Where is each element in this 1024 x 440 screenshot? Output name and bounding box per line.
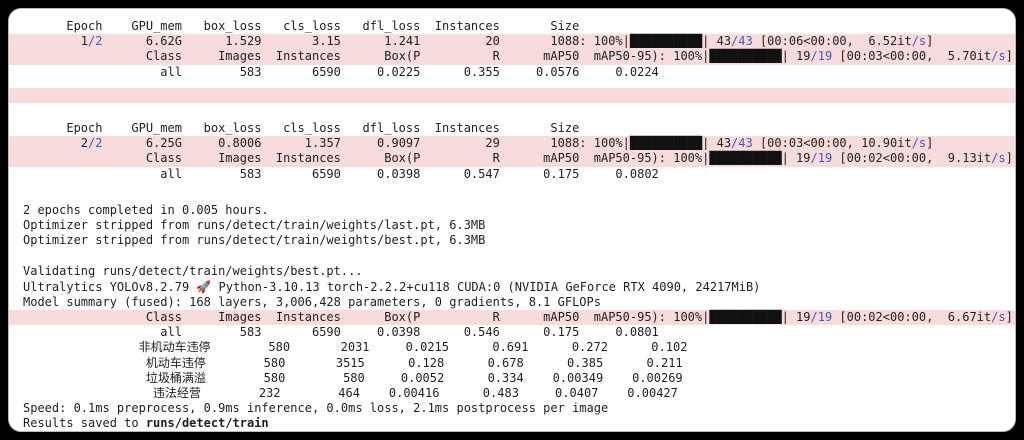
epochs-completed-line: 2 epochs completed in 0.005 hours. <box>9 203 1015 218</box>
console-text: /s <box>911 34 927 49</box>
console-text: Optimizer stripped from runs/detect/trai… <box>23 233 486 248</box>
console-text: 2 epochs completed in 0.005 hours. <box>23 202 269 217</box>
final-val-class-row: 机动车违停 580 3515 0.128 0.678 0.385 0.211 <box>9 356 1015 371</box>
console-text: Model summary (fused): 168 layers, 3,006… <box>23 294 601 309</box>
console-text: 垃圾桶满溢 580 580 0.0052 0.334 0.00349 0.002… <box>23 370 683 385</box>
console-text: all 583 6590 0.0398 0.546 0.175 0.0801 <box>23 325 659 340</box>
console-text: /s <box>911 136 927 151</box>
optimizer-stripped-last-line: Optimizer stripped from runs/detect/trai… <box>9 218 1015 233</box>
terminal-window: Epoch GPU_mem box_loss cls_loss dfl_loss… <box>8 8 1016 432</box>
metrics-header-epoch2: Epoch GPU_mem box_loss cls_loss dfl_loss… <box>9 121 1015 136</box>
console-text: Epoch GPU_mem box_loss cls_loss dfl_loss… <box>23 121 580 136</box>
results-saved-line: Results saved to runs/detect/train <box>9 416 1015 431</box>
speed-line: Speed: 0.1ms preprocess, 0.9ms inference… <box>9 401 1015 416</box>
console-text: Class Images Instances Box(P R mAP50 mAP… <box>23 310 710 325</box>
final-val-class-row: 垃圾桶满溢 580 580 0.0052 0.334 0.00349 0.002… <box>9 371 1015 386</box>
epoch1-all-metrics-row: all 583 6590 0.0225 0.355 0.0576 0.0224 <box>9 65 1015 80</box>
console-text: Results saved to <box>23 416 146 431</box>
console-text: 非机动车违停 580 2031 0.0215 0.691 0.272 0.102 <box>23 340 688 355</box>
console-text: 2 <box>23 136 89 151</box>
progress-bar: ██████████ <box>629 34 703 49</box>
progress-bar: ██████████ <box>709 49 782 64</box>
console-text: all 583 6590 0.0225 0.355 0.0576 0.0224 <box>23 64 659 79</box>
console-text: Epoch GPU_mem box_loss cls_loss dfl_loss… <box>23 19 580 33</box>
epoch1-val-progress-row: Class Images Instances Box(P R mAP50 mAP… <box>9 49 1015 65</box>
console-text: [00:03<00:00, 10.90it <box>752 136 912 151</box>
console-text: Speed: 0.1ms preprocess, 0.9ms inference… <box>23 401 609 416</box>
console-text: 1 <box>23 34 89 49</box>
model-summary-line: Model summary (fused): 168 layers, 3,006… <box>9 295 1015 310</box>
console-text: | 43 <box>702 34 732 49</box>
stderr-blank-row <box>9 87 1015 104</box>
console-text: /19 <box>810 49 833 64</box>
console-text: [00:02<00:00, 6.67it <box>832 310 992 325</box>
console-text: Ultralytics YOLOv8.2.79 🚀 Python-3.10.13… <box>23 279 761 294</box>
final-val-progress-row: Class Images Instances Box(P R mAP50 mAP… <box>9 310 1015 326</box>
console-text: [00:06<00:00, 6.52it <box>752 34 912 49</box>
console-text: ] <box>1005 49 1013 64</box>
console-text: /2 <box>88 34 103 49</box>
console-text: | 19 <box>781 151 811 166</box>
console-text: /s <box>991 310 1006 325</box>
progress-bar: ██████████ <box>629 136 703 151</box>
final-val-all-row: all 583 6590 0.0398 0.546 0.175 0.0801 <box>9 325 1015 340</box>
console-text: Class Images Instances Box(P R mAP50 mAP… <box>23 151 710 166</box>
console-text: ] <box>1005 310 1013 325</box>
console-text <box>23 88 30 102</box>
console-text: Class Images Instances Box(P R mAP50 mAP… <box>23 49 710 64</box>
console-text: /19 <box>810 151 833 166</box>
console-text: Validating runs/detect/train/weights/bes… <box>23 264 363 279</box>
metrics-header-epoch1: Epoch GPU_mem box_loss cls_loss dfl_loss… <box>9 19 1015 34</box>
console-text: 6.62G 1.529 3.15 1.241 20 1088: 100%| <box>102 34 630 49</box>
console-text: | 19 <box>781 49 811 64</box>
console-text: [00:03<00:00, 5.70it <box>832 49 992 64</box>
console-text: /43 <box>731 34 753 49</box>
console-text: all 583 6590 0.0398 0.547 0.175 0.0802 <box>23 166 659 181</box>
final-val-class-row: 非机动车违停 580 2031 0.0215 0.691 0.272 0.102 <box>9 340 1015 355</box>
final-val-class-row: 违法经营 232 464 0.00416 0.483 0.0407 0.0042… <box>9 386 1015 401</box>
console-text: /19 <box>810 310 833 325</box>
console-text: ] <box>1005 151 1013 166</box>
progress-bar: ██████████ <box>709 151 782 166</box>
console-text: [00:02<00:00, 9.13it <box>832 151 992 166</box>
console-text: /2 <box>88 136 103 151</box>
console-text: 6.25G 0.8006 1.357 0.9097 29 1088: 100%| <box>102 136 630 151</box>
console-text: ] <box>926 136 934 151</box>
console-text: /s <box>991 151 1006 166</box>
console-text: /s <box>991 49 1006 64</box>
epoch2-progress-row: 2/2 6.25G 0.8006 1.357 0.9097 29 1088: 1… <box>9 136 1015 152</box>
console-text: 违法经营 232 464 0.00416 0.483 0.0407 0.0042… <box>23 386 678 401</box>
epoch1-progress-row: 1/2 6.62G 1.529 3.15 1.241 20 1088: 100%… <box>9 34 1015 50</box>
console-text: 机动车违停 580 3515 0.128 0.678 0.385 0.211 <box>23 355 683 370</box>
epoch2-val-progress-row: Class Images Instances Box(P R mAP50 mAP… <box>9 151 1015 167</box>
console-text: | 19 <box>781 310 811 325</box>
results-path: runs/detect/train <box>145 416 269 431</box>
epoch2-all-metrics-row: all 583 6590 0.0398 0.547 0.175 0.0802 <box>9 167 1015 182</box>
optimizer-stripped-best-line: Optimizer stripped from runs/detect/trai… <box>9 233 1015 248</box>
validating-line: Validating runs/detect/train/weights/bes… <box>9 264 1015 279</box>
console-text: ] <box>926 34 934 49</box>
progress-bar: ██████████ <box>709 310 782 325</box>
console-text: /43 <box>731 136 753 151</box>
console-text: Optimizer stripped from runs/detect/trai… <box>23 218 486 233</box>
console-output: Epoch GPU_mem box_loss cls_loss dfl_loss… <box>9 9 1015 431</box>
console-text: | 43 <box>702 136 732 151</box>
ultralytics-version-line: Ultralytics YOLOv8.2.79 🚀 Python-3.10.13… <box>9 280 1015 295</box>
